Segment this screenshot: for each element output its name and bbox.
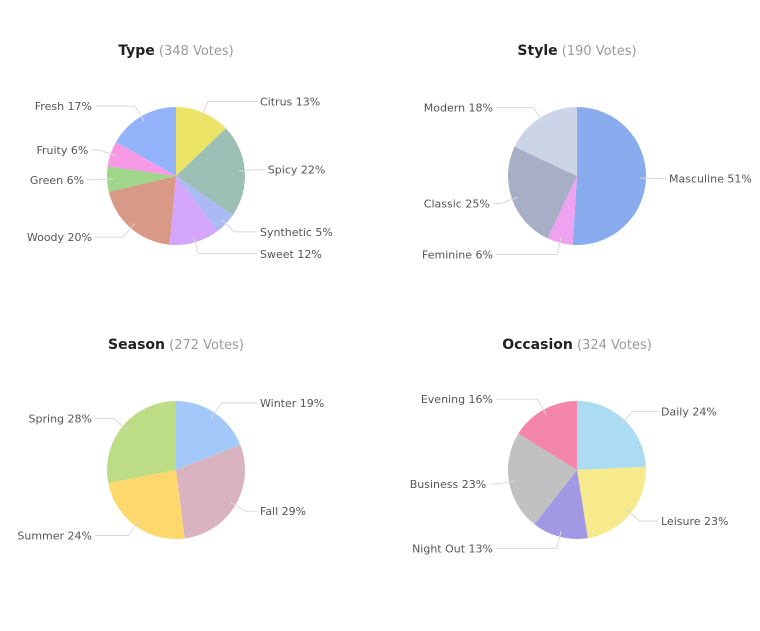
leader-line xyxy=(489,480,516,485)
leader-line xyxy=(87,178,114,181)
slice-label-daily: Daily 24% xyxy=(661,405,717,418)
slice-label-classic: Classic 25% xyxy=(424,197,490,210)
pie-chart-style: Style (190 Votes) Masculine 51% Feminine 6… xyxy=(422,43,752,262)
slice-label-feminine: Feminine 6% xyxy=(422,249,493,262)
chart-votes-count: (324 Votes) xyxy=(573,338,652,353)
pie-slice-spicy[interactable] xyxy=(176,128,246,216)
leader-line xyxy=(492,196,518,204)
chart-title: Style (190 Votes) xyxy=(517,43,636,59)
pie-slice-feminine[interactable] xyxy=(547,176,577,245)
leader-line xyxy=(95,520,140,536)
pie-slice-winter[interactable] xyxy=(176,401,241,470)
leader-line xyxy=(238,169,265,172)
chart-title-text: Style xyxy=(517,43,557,59)
slice-label-sweet: Sweet 12% xyxy=(260,248,322,261)
pie-slice-classic[interactable] xyxy=(508,146,577,239)
chart-title-text: Type xyxy=(118,43,155,59)
slice-label-citrus: Citrus 13% xyxy=(260,96,320,109)
leader-line xyxy=(625,509,658,522)
chart-title-text: Occasion xyxy=(502,337,573,353)
chart-title: Occasion (324 Votes) xyxy=(502,337,652,353)
leader-line xyxy=(496,530,562,549)
pie-slice-fresh[interactable] xyxy=(115,107,176,176)
slice-label-fresh: Fresh 17% xyxy=(35,100,92,113)
slice-label-green: Green 6% xyxy=(30,174,84,187)
leader-line xyxy=(192,236,257,255)
pie-slice-modern[interactable] xyxy=(514,107,577,176)
pie-slice-woody[interactable] xyxy=(108,176,176,245)
pie-chart-season: Season (272 Votes) Winter 19% Fall 29% Summ… xyxy=(17,337,324,543)
leader-line xyxy=(95,417,128,431)
leader-line xyxy=(210,402,257,419)
pie-slice-masculine[interactable] xyxy=(572,106,647,245)
leader-line xyxy=(229,501,257,512)
slice-label-modern: Modern 18% xyxy=(424,102,493,115)
chart-votes-count: (190 Votes) xyxy=(558,44,637,59)
chart-votes-count: (272 Votes) xyxy=(165,338,244,353)
chart-title: Type (348 Votes) xyxy=(118,43,233,59)
leader-line xyxy=(496,236,562,255)
pie-slice-fall[interactable] xyxy=(176,444,245,539)
slice-label-masculine: Masculine 51% xyxy=(669,173,752,186)
leader-line xyxy=(496,107,544,124)
slice-label-spring: Spring 28% xyxy=(29,412,92,425)
pie-chart-type: Type (348 Votes) Citrus 13% Spicy 22% Synth… xyxy=(27,43,333,261)
leader-line xyxy=(221,219,257,233)
pie-slice-synthetic[interactable] xyxy=(176,176,233,231)
pie-slice-leisure[interactable] xyxy=(577,466,646,539)
slice-label-business: Business 23% xyxy=(410,478,486,491)
slice-label-night-out: Night Out 13% xyxy=(412,542,493,555)
slice-label-summer: Summer 24% xyxy=(17,530,92,543)
slice-label-woody: Woody 20% xyxy=(27,231,92,244)
slice-label-winter: Winter 19% xyxy=(260,397,324,410)
slice-label-evening: Evening 16% xyxy=(421,393,493,406)
slice-label-spicy: Spicy 22% xyxy=(268,164,326,177)
slice-label-fall: Fall 29% xyxy=(260,505,306,518)
pie-slice-summer[interactable] xyxy=(108,470,185,540)
pie-slice-sweet[interactable] xyxy=(169,176,218,246)
leader-line xyxy=(496,398,547,416)
chart-title-text: Season xyxy=(108,337,165,353)
pie-chart-occasion: Occasion (324 Votes) Daily 24% Leisure 23%… xyxy=(410,337,729,555)
pie-slice-night-out[interactable] xyxy=(534,470,588,539)
slice-label-synthetic: Synthetic 5% xyxy=(260,226,333,239)
leader-line xyxy=(95,105,145,122)
slice-label-fruity: Fruity 6% xyxy=(36,144,88,157)
leader-line xyxy=(95,223,136,238)
leader-line xyxy=(91,149,117,157)
chart-title: Season (272 Votes) xyxy=(108,337,244,353)
slice-label-leisure: Leisure 23% xyxy=(661,515,728,528)
pie-slice-evening[interactable] xyxy=(518,401,577,470)
leader-line xyxy=(620,410,658,425)
chart-votes-count: (348 Votes) xyxy=(155,44,234,59)
pie-slice-citrus[interactable] xyxy=(176,106,226,176)
pie-slice-daily[interactable] xyxy=(577,401,646,470)
pie-slice-spring[interactable] xyxy=(106,401,176,483)
leader-line xyxy=(200,101,257,119)
pie-slice-green[interactable] xyxy=(106,166,176,192)
pie-slice-fruity[interactable] xyxy=(107,142,176,176)
leader-line xyxy=(639,177,666,179)
pie-slice-business[interactable] xyxy=(508,433,577,525)
